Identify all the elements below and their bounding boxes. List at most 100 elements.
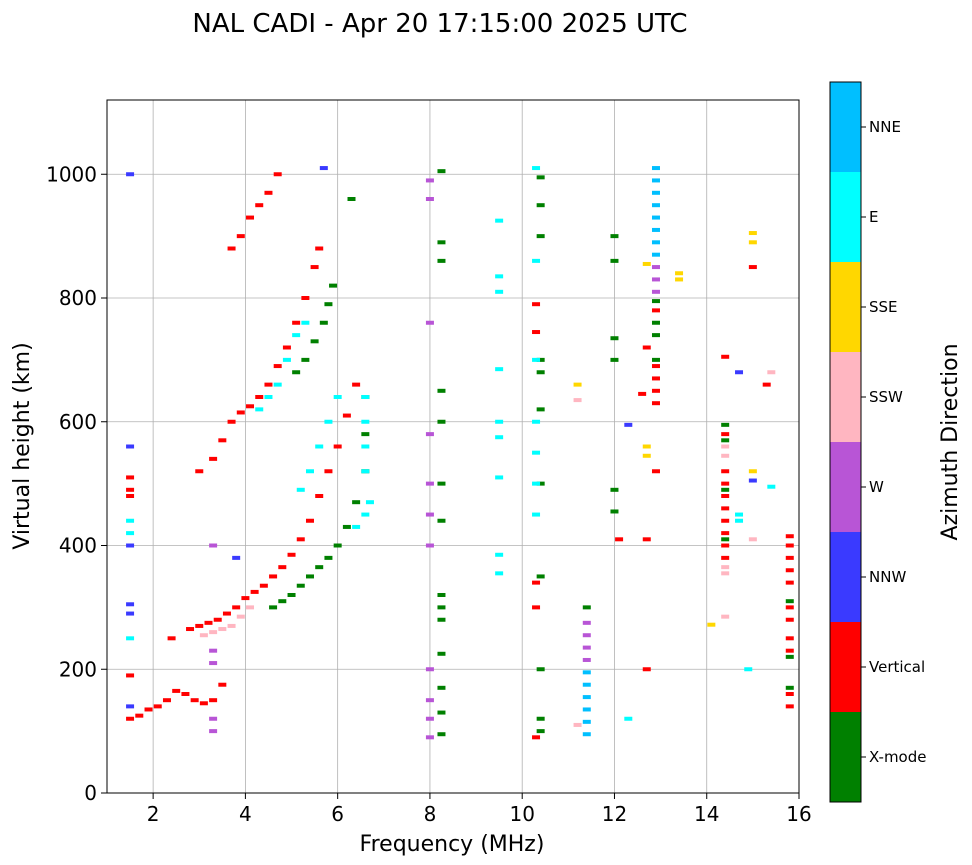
echo-point bbox=[126, 444, 135, 449]
echo-point bbox=[292, 320, 301, 325]
trace-column-12-9-mhz-w bbox=[651, 265, 660, 294]
echo-point bbox=[721, 543, 730, 548]
echo-point bbox=[324, 469, 333, 474]
echo-points bbox=[126, 166, 794, 740]
echo-point bbox=[582, 707, 591, 712]
echo-point bbox=[126, 543, 135, 548]
x-axis-label: Frequency (MHz) bbox=[360, 832, 545, 857]
trace-column-1-5-mhz-v bbox=[126, 475, 135, 678]
echo-point bbox=[425, 197, 434, 201]
echo-point bbox=[255, 395, 264, 399]
trace-column-14-4-mhz bbox=[721, 432, 730, 560]
echo-point bbox=[651, 240, 660, 245]
echo-point bbox=[651, 364, 660, 369]
trace-column-12-9-mhz-low bbox=[651, 308, 660, 474]
echo-point bbox=[437, 685, 446, 690]
echo-point bbox=[305, 518, 314, 523]
echo-point bbox=[721, 444, 730, 449]
colorbar-frame bbox=[829, 81, 862, 803]
echo-point bbox=[495, 571, 504, 576]
echo-point bbox=[735, 518, 744, 523]
echo-point bbox=[785, 580, 794, 585]
trace-e-trace-second-hop bbox=[255, 320, 310, 412]
echo-point bbox=[126, 636, 135, 641]
echo-point bbox=[721, 432, 730, 437]
echo-point bbox=[748, 478, 757, 483]
echo-point bbox=[744, 667, 753, 672]
echo-point bbox=[721, 571, 730, 576]
x-tick-label: 16 bbox=[786, 802, 811, 826]
echo-point bbox=[437, 258, 446, 263]
echo-point bbox=[296, 537, 305, 542]
echo-point bbox=[246, 215, 255, 220]
echo-point bbox=[721, 453, 730, 458]
echo-point bbox=[167, 636, 176, 641]
echo-point bbox=[785, 599, 794, 604]
y-tick-label: 400 bbox=[59, 534, 97, 558]
echo-point bbox=[209, 661, 218, 666]
echo-point bbox=[227, 246, 236, 251]
echo-point bbox=[651, 469, 660, 474]
y-tick-label: 1000 bbox=[46, 162, 97, 186]
echo-point bbox=[642, 261, 651, 266]
echo-point bbox=[651, 299, 660, 304]
echo-point bbox=[218, 438, 227, 443]
echo-point bbox=[246, 404, 255, 409]
echo-point bbox=[425, 667, 434, 672]
x-tick-label: 8 bbox=[424, 802, 437, 826]
trace-column-9-5-mhz-e bbox=[495, 218, 504, 576]
echo-point bbox=[610, 509, 619, 514]
echo-point bbox=[785, 636, 794, 641]
trace-column-3-3-mhz-w bbox=[209, 543, 218, 734]
echo-point bbox=[255, 407, 264, 412]
echo-point bbox=[437, 388, 446, 393]
echo-point bbox=[675, 271, 684, 276]
echo-point bbox=[721, 506, 730, 511]
echo-point bbox=[324, 302, 333, 307]
echo-point bbox=[425, 512, 434, 517]
echo-point bbox=[582, 633, 591, 638]
echo-point bbox=[324, 419, 333, 424]
echo-point bbox=[292, 333, 301, 338]
echo-point bbox=[227, 419, 236, 424]
echo-point bbox=[209, 716, 218, 721]
echo-point bbox=[642, 667, 651, 672]
echo-point bbox=[126, 494, 135, 498]
echo-point bbox=[785, 617, 794, 622]
echo-point bbox=[651, 388, 660, 393]
echo-point bbox=[610, 336, 619, 341]
echo-point bbox=[651, 227, 660, 232]
echo-point bbox=[241, 596, 250, 601]
trace-o-trace-lower bbox=[167, 382, 361, 641]
echo-point bbox=[255, 203, 264, 208]
echo-point bbox=[495, 367, 504, 372]
echo-point bbox=[651, 265, 660, 270]
x-tick-label: 4 bbox=[239, 802, 252, 826]
echo-point bbox=[310, 265, 319, 270]
trace-scattered-12-13 bbox=[573, 231, 757, 627]
echo-point bbox=[209, 698, 218, 703]
trace-x-trace-second-hop bbox=[292, 283, 338, 375]
echo-point bbox=[301, 357, 310, 362]
echo-point bbox=[209, 456, 218, 461]
x-tick-label: 6 bbox=[331, 802, 344, 826]
echo-point bbox=[785, 654, 794, 659]
echo-point bbox=[278, 565, 287, 570]
echo-point bbox=[532, 735, 541, 740]
echo-point bbox=[273, 172, 282, 177]
trace-column-11-4-mhz bbox=[582, 670, 591, 737]
echo-point bbox=[785, 692, 794, 696]
echo-point bbox=[536, 667, 545, 672]
echo-point bbox=[361, 395, 370, 399]
echo-point bbox=[199, 701, 208, 706]
chart-title: NAL CADI - Apr 20 17:15:00 2025 UTC bbox=[192, 9, 687, 39]
echo-point bbox=[536, 716, 545, 721]
echo-point bbox=[153, 704, 162, 709]
echo-point bbox=[721, 537, 730, 542]
echo-point bbox=[495, 218, 504, 223]
echo-point bbox=[315, 494, 324, 498]
trace-column-14-4-mhz-x bbox=[721, 438, 730, 542]
echo-point bbox=[582, 719, 591, 724]
x-tick-label: 10 bbox=[509, 802, 534, 826]
echo-point bbox=[361, 469, 370, 474]
